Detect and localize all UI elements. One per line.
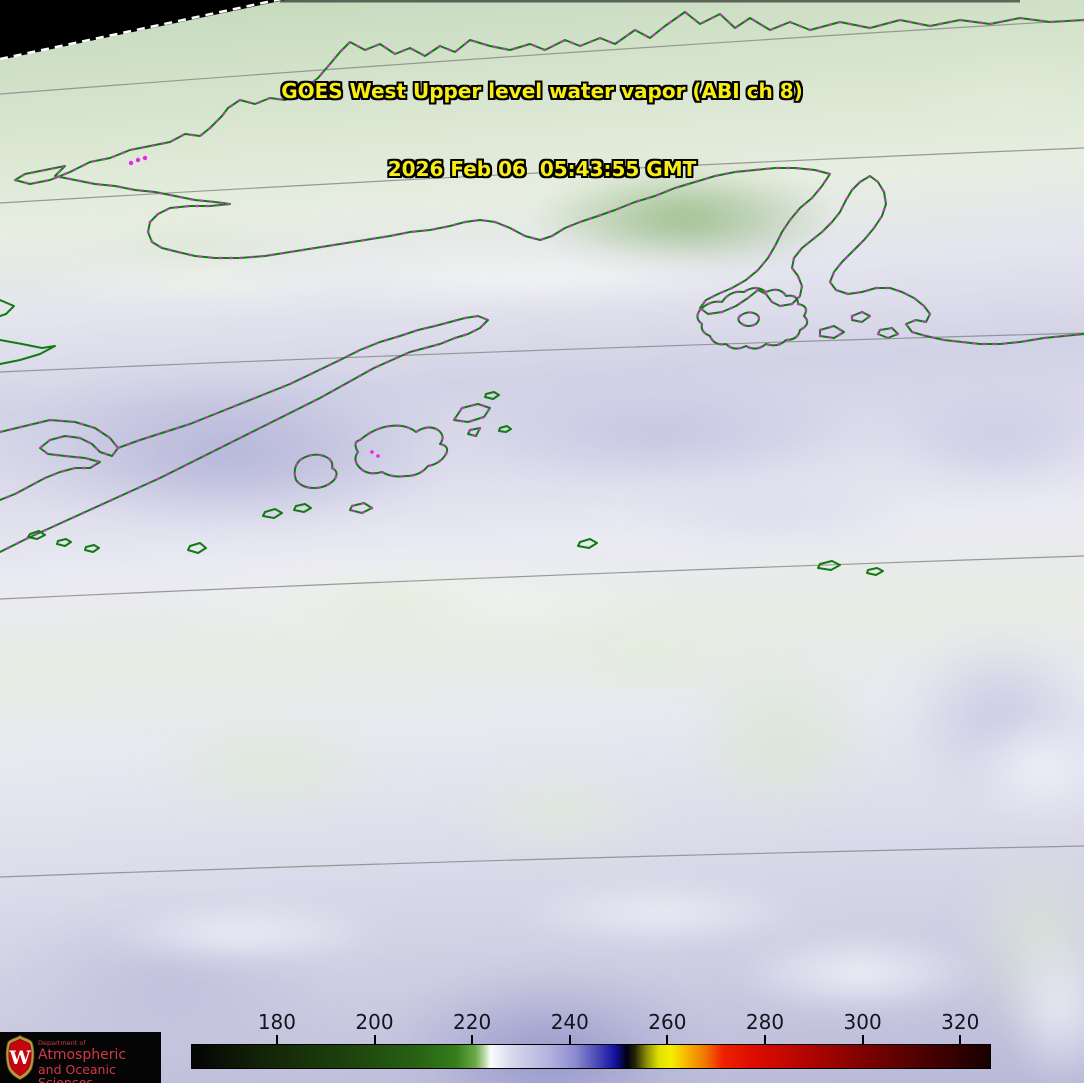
coastline-vertex-dots [696, 286, 900, 350]
coastline-vertex-dots [13, 10, 1084, 346]
colorbar-label: 280 [745, 1010, 785, 1034]
colorbar-label: 300 [843, 1010, 882, 1034]
logo-line-department-of: Department of [38, 1039, 86, 1047]
colorbar-tick [471, 1035, 474, 1045]
logo-line-atmospheric: Atmospheric [38, 1047, 127, 1063]
colorbar-tick [275, 1035, 278, 1045]
station-dots [128, 155, 380, 458]
colorbar-tick [959, 1035, 962, 1045]
colorbar-gradient-bar [191, 1044, 991, 1069]
limb-edge-dashes [0, 0, 283, 61]
graticule-lines [0, 19, 1084, 878]
colorbar-tick [666, 1035, 669, 1045]
department-logo: W Department of Atmospheric and Oceanic … [0, 1032, 161, 1083]
image-title: GOES West Upper level water vapor (ABI c… [0, 26, 1084, 234]
coastlines [0, 10, 1084, 576]
title-line-2: 2026 Feb 06 05:43:55 GMT [387, 157, 697, 181]
coastline-fragments-west [0, 299, 56, 365]
coastline-vertex-dots [0, 314, 490, 554]
colorbar-label: 260 [648, 1010, 687, 1034]
coastline-vertex-dots [293, 402, 492, 515]
colorbar-tick [373, 1035, 376, 1045]
colorbar-legend: 180 200 220 240 260 280 300 320 [191, 1005, 991, 1069]
colorbar-label: 240 [550, 1010, 589, 1034]
colorbar-tick [568, 1035, 571, 1045]
colorbar-label: 320 [941, 1010, 980, 1034]
colorbar-tick [764, 1035, 766, 1045]
colorbar-label: 200 [355, 1010, 394, 1034]
colorbar-label: 180 [257, 1010, 296, 1034]
colorbar-tick [861, 1035, 864, 1045]
title-line-1: GOES West Upper level water vapor (ABI c… [281, 79, 803, 103]
university-crest-icon: W [5, 1035, 35, 1080]
svg-text:W: W [8, 1047, 31, 1069]
colorbar-label: 220 [453, 1010, 492, 1034]
logo-line-oceanic-sciences: and Oceanic Sciences [38, 1062, 116, 1083]
limb-top-strip [280, 0, 1020, 3]
coastline-islets [27, 391, 884, 576]
